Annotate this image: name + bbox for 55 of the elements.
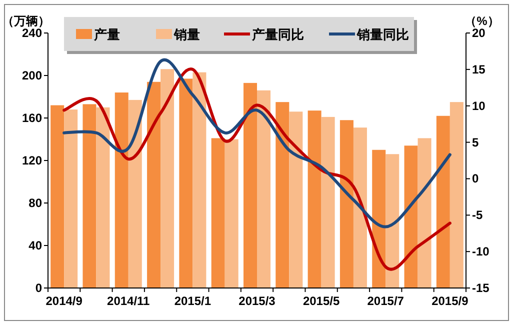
bar — [64, 110, 78, 288]
bar — [160, 69, 174, 288]
bar — [404, 146, 418, 288]
x-tick-label: 2015/1 — [174, 294, 212, 308]
bar — [147, 82, 161, 288]
y-axis-title: （万辆） — [2, 14, 50, 28]
y2-tick-label: 0 — [472, 172, 479, 186]
y2-tick-label: -10 — [472, 244, 490, 259]
line-series — [62, 58, 452, 228]
bar — [257, 90, 271, 288]
bar — [82, 104, 96, 288]
bar — [96, 107, 110, 288]
bar — [276, 102, 290, 288]
y-tick-label: 40 — [28, 238, 42, 252]
x-tick-label: 2015/7 — [367, 294, 404, 308]
bar — [243, 82, 257, 288]
bar — [372, 150, 386, 288]
bar — [114, 92, 128, 288]
bar — [353, 128, 367, 288]
y-tick-label: 240 — [22, 26, 42, 40]
y2-tick-label: 20 — [472, 26, 486, 40]
legend-label: 产量 — [93, 27, 120, 42]
bar — [128, 100, 142, 288]
legend-label: 销量 — [173, 27, 200, 42]
x-tick-label: 2014/11 — [107, 294, 150, 308]
y2-tick-label: 10 — [472, 98, 486, 113]
y-tick-label: 0 — [35, 281, 42, 295]
bar — [224, 139, 238, 288]
x-tick-label: 2015/3 — [238, 294, 276, 308]
bar — [418, 138, 432, 288]
y-tick-label: 120 — [22, 154, 42, 168]
bar — [386, 154, 400, 288]
y-tick-label: 200 — [22, 68, 42, 82]
bar — [50, 105, 64, 288]
y2-tick-label: -5 — [472, 208, 483, 222]
bar — [192, 72, 206, 288]
y-tick-label: 160 — [22, 111, 42, 125]
bar — [321, 116, 335, 288]
bar — [308, 110, 322, 288]
bar — [340, 120, 354, 288]
x-tick-label: 2014/9 — [46, 294, 83, 308]
bar — [289, 112, 303, 288]
bar — [179, 78, 193, 288]
y2-axis-title: （%） — [464, 14, 500, 28]
y2-tick-label: 5 — [472, 135, 479, 150]
legend-label: 销量同比 — [356, 27, 409, 42]
x-tick-label: 2015/5 — [302, 294, 340, 308]
y-tick-label: 80 — [28, 196, 42, 210]
x-tick-label: 2015/9 — [432, 294, 469, 308]
y2-tick-label: 15 — [472, 62, 486, 76]
bar — [436, 116, 450, 288]
legend-label: 产量同比 — [251, 27, 304, 42]
bar — [211, 138, 225, 288]
y2-tick-label: -15 — [472, 281, 490, 295]
bar — [450, 102, 464, 288]
